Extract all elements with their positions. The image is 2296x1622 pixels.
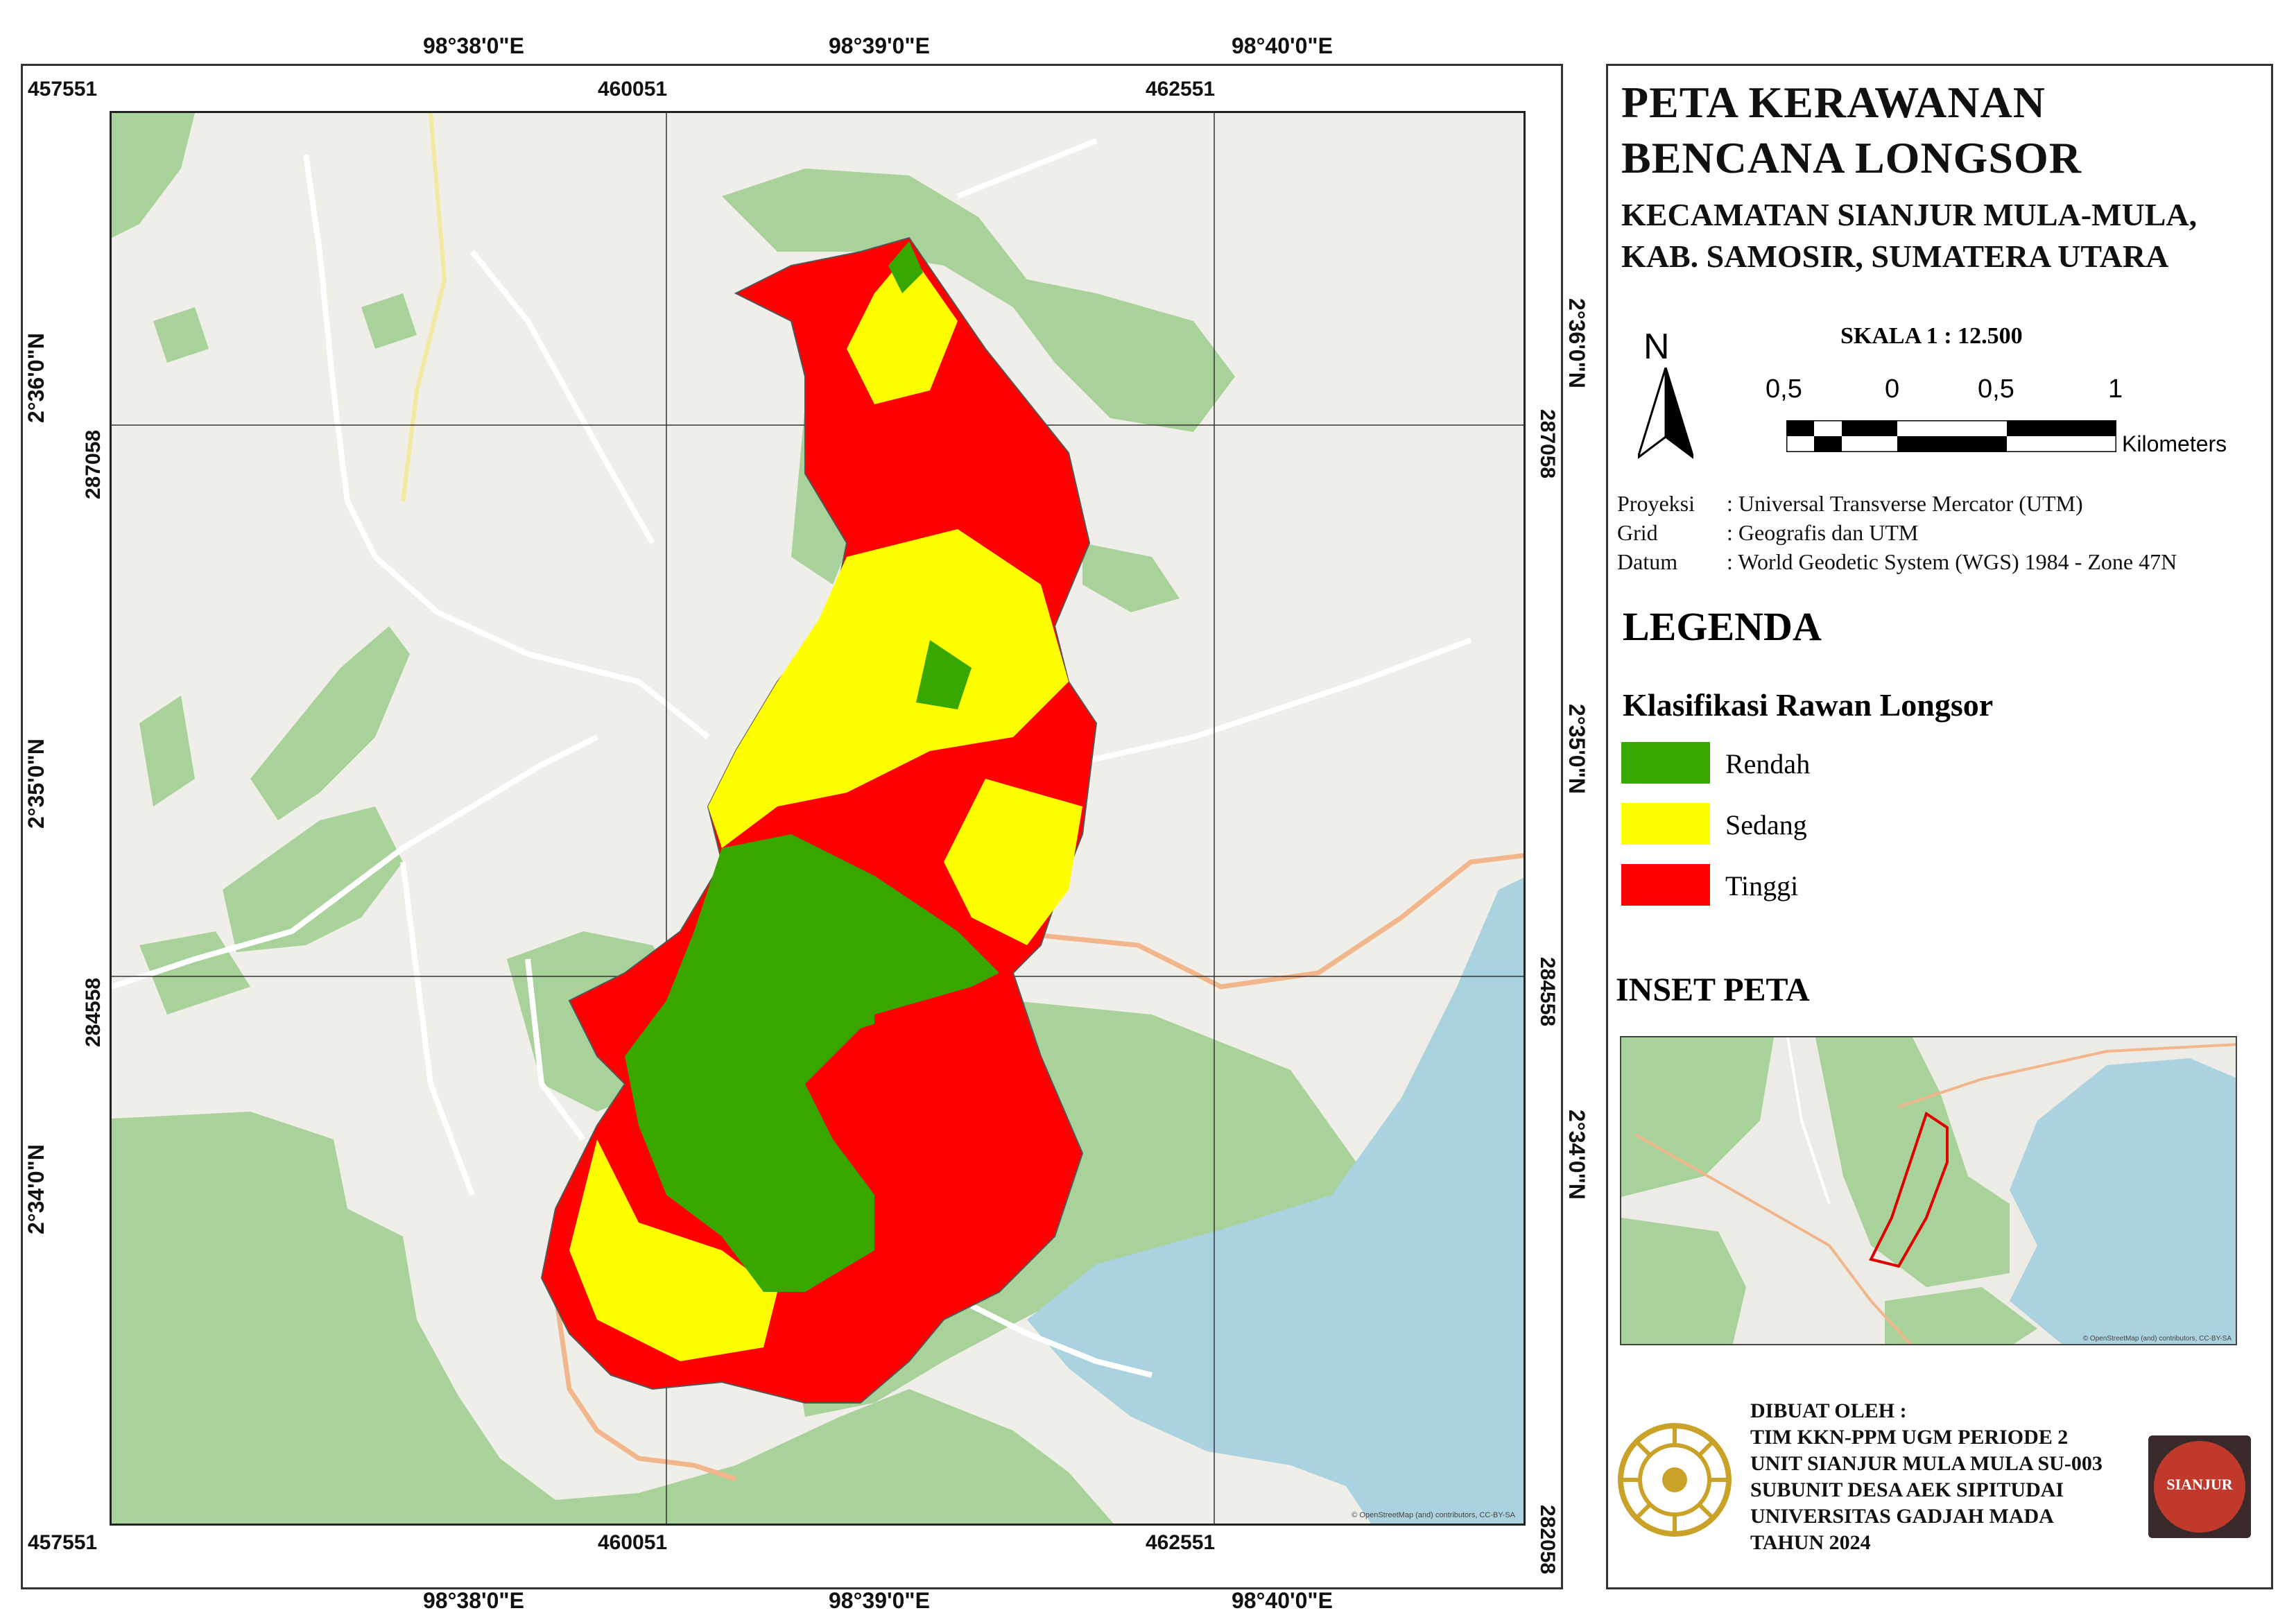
info-projection-key: Proyeksi bbox=[1617, 491, 1695, 516]
bottom-utm-label-3: 462551 bbox=[1146, 1531, 1216, 1554]
north-arrow-icon bbox=[1638, 368, 1693, 459]
basemap-roads bbox=[112, 138, 1472, 1378]
left-utm-label-1: 287058 bbox=[82, 429, 105, 499]
left-utm-label-2: 284558 bbox=[82, 977, 105, 1047]
top-utm-label-3: 462551 bbox=[1146, 78, 1216, 101]
credit-line-5: UNIVERSITAS GADJAH MADA bbox=[1750, 1505, 2054, 1528]
credit-line-6: TAHUN 2024 bbox=[1750, 1531, 1871, 1554]
hazard-area[interactable] bbox=[540, 236, 1098, 1404]
map-canvas bbox=[112, 113, 1524, 1524]
hazard-low-zone-3[interactable] bbox=[888, 241, 923, 293]
credit-block: DIBUAT OLEH : TIM KKN-PPM UGM PERIODE 2 … bbox=[1750, 1398, 2103, 1556]
legend-swatch-tinggi bbox=[1621, 864, 1710, 906]
inset-map[interactable]: © OpenStreetMap (and) contributors, CC-B… bbox=[1620, 1036, 2237, 1345]
hazard-high-zone-inner[interactable] bbox=[874, 987, 1069, 1250]
legend-panel bbox=[1606, 64, 2273, 1589]
hazard-medium-zone-2[interactable] bbox=[944, 779, 1082, 945]
right-lat-label-2: 2°35'0"N bbox=[1564, 704, 1589, 794]
map-title-line-1: PETA KERAWANAN bbox=[1621, 78, 2046, 127]
right-utm-label-1: 287058 bbox=[1536, 409, 1559, 479]
top-lon-label-2: 98°39'0"E bbox=[829, 33, 930, 58]
credit-line-2: TIM KKN-PPM UGM PERIODE 2 bbox=[1750, 1426, 2069, 1449]
credit-line-1: DIBUAT OLEH : bbox=[1750, 1399, 1907, 1422]
info-projection: Proyeksi : Universal Transverse Mercator … bbox=[1617, 491, 2083, 517]
top-lon-label-1: 98°38'0"E bbox=[423, 33, 524, 58]
left-lat-label-1: 2°36'0"N bbox=[24, 333, 49, 423]
top-utm-label-2: 460051 bbox=[598, 78, 668, 101]
bottom-lon-label-1: 98°38'0"E bbox=[423, 1588, 524, 1613]
map-subtitle: KECAMATAN SIANJUR MULA-MULA, KAB. SAMOSI… bbox=[1621, 194, 2197, 277]
north-arrow-label: N bbox=[1643, 327, 1670, 367]
info-grid-value: : Geografis dan UTM bbox=[1727, 520, 1919, 545]
hazard-medium-zone-3[interactable] bbox=[569, 1139, 777, 1361]
inset-heading: INSET PETA bbox=[1616, 972, 1810, 1008]
scale-units: Kilometers bbox=[2122, 431, 2227, 456]
right-lat-label-3: 2°34'0"N bbox=[1564, 1110, 1589, 1200]
scale-tick-3: 0,5 bbox=[1978, 374, 2014, 404]
legend-subheading: Klasifikasi Rawan Longsor bbox=[1623, 687, 1994, 723]
map-attribution: © OpenStreetMap (and) contributors, CC-B… bbox=[1352, 1511, 1515, 1519]
main-road bbox=[553, 853, 1524, 1482]
scale-tick-4: 1 bbox=[2108, 374, 2123, 404]
hazard-low-zone[interactable] bbox=[625, 834, 999, 1292]
map-subtitle-line-2: KAB. SAMOSIR, SUMATERA UTARA bbox=[1621, 239, 2169, 274]
legend-swatch-rendah bbox=[1621, 742, 1710, 784]
top-utm-label-1: 457551 bbox=[28, 78, 98, 101]
right-lat-label-1: 2°36'0"N bbox=[1564, 298, 1589, 388]
legend-label-rendah: Rendah bbox=[1725, 748, 1811, 779]
left-lat-label-2: 2°35'0"N bbox=[24, 739, 49, 829]
sianjur-logo-icon: SIANJUR bbox=[2148, 1435, 2251, 1538]
info-grid: Grid : Geografis dan UTM bbox=[1617, 520, 1918, 546]
hazard-medium-zone-4[interactable] bbox=[847, 252, 958, 404]
legend-heading: LEGENDA bbox=[1623, 604, 1822, 649]
map-title: PETA KERAWANAN BENCANA LONGSOR bbox=[1621, 75, 2082, 186]
info-grid-key: Grid bbox=[1617, 520, 1658, 545]
info-datum-value: : World Geodetic System (WGS) 1984 - Zon… bbox=[1727, 549, 2177, 574]
info-datum-key: Datum bbox=[1617, 549, 1678, 574]
scale-bar bbox=[1786, 420, 2116, 452]
right-utm-label-2: 284558 bbox=[1536, 957, 1559, 1027]
credit-line-4: SUBUNIT DESA AEK SIPITUDAI bbox=[1750, 1478, 2064, 1501]
sianjur-logo-text: SIANJUR bbox=[2166, 1476, 2233, 1493]
info-datum: Datum : World Geodetic System (WGS) 1984 … bbox=[1617, 549, 2177, 575]
bottom-lon-label-2: 98°39'0"E bbox=[829, 1588, 930, 1613]
bottom-lon-label-3: 98°40'0"E bbox=[1232, 1588, 1333, 1613]
scale-tick-1: 0,5 bbox=[1766, 374, 1802, 404]
map-title-line-2: BENCANA LONGSOR bbox=[1621, 133, 2082, 182]
ugm-logo-icon bbox=[1618, 1423, 1732, 1537]
legend-label-sedang: Sedang bbox=[1725, 809, 1807, 840]
bottom-utm-label-1: 457551 bbox=[28, 1531, 98, 1554]
info-projection-value: : Universal Transverse Mercator (UTM) bbox=[1727, 491, 2083, 516]
scale-label: SKALA 1 : 12.500 bbox=[1840, 323, 2023, 349]
main-map[interactable]: © OpenStreetMap (and) contributors, CC-B… bbox=[110, 111, 1526, 1526]
inset-attribution: © OpenStreetMap (and) contributors, CC-B… bbox=[2082, 1335, 2232, 1343]
bottom-utm-label-2: 460051 bbox=[598, 1531, 668, 1554]
legend-label-tinggi: Tinggi bbox=[1725, 870, 1799, 901]
top-lon-label-3: 98°40'0"E bbox=[1232, 33, 1333, 58]
lake bbox=[1027, 877, 1524, 1524]
hazard-low-zone-2[interactable] bbox=[916, 640, 972, 709]
scale-tick-2: 0 bbox=[1885, 374, 1900, 404]
legend-swatch-sedang bbox=[1621, 803, 1710, 845]
map-frame bbox=[21, 64, 1563, 1589]
minor-road bbox=[401, 113, 447, 502]
right-utm-label-3: 282058 bbox=[1536, 1505, 1559, 1575]
map-subtitle-line-1: KECAMATAN SIANJUR MULA-MULA, bbox=[1621, 197, 2198, 232]
hazard-medium-zone[interactable] bbox=[708, 529, 1069, 848]
left-lat-label-3: 2°34'0"N bbox=[24, 1144, 49, 1234]
credit-line-3: UNIT SIANJUR MULA MULA SU-003 bbox=[1750, 1452, 2103, 1475]
inset-canvas bbox=[1621, 1037, 2236, 1344]
